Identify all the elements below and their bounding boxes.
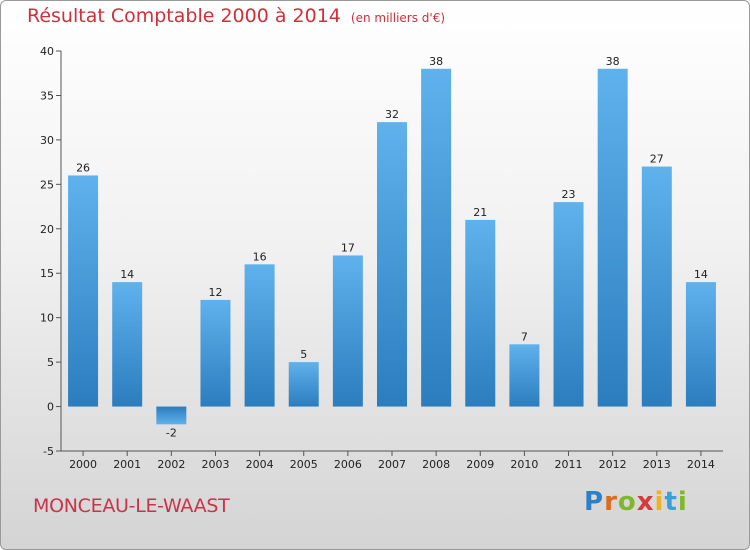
bar	[156, 406, 187, 425]
town-name: MONCEAU-LE-WAAST	[33, 495, 230, 517]
bar	[244, 264, 275, 407]
x-tick-label: 2011	[555, 458, 583, 471]
data-label: 5	[300, 348, 307, 361]
bar	[509, 344, 540, 407]
logo-letter: o	[617, 487, 637, 517]
data-label: 21	[473, 206, 487, 219]
y-tick-label: 5	[47, 356, 54, 369]
data-label: 27	[650, 153, 664, 166]
chart-bars: 26 14 -2 12 16 5 17 32 38 21 7 23 38 27 14	[68, 55, 716, 439]
bar	[641, 166, 672, 407]
y-tick-label: 15	[40, 267, 54, 280]
x-tick-label: 2010	[510, 458, 538, 471]
y-tick-label: -5	[43, 445, 54, 458]
y-tick-label: 40	[40, 45, 54, 58]
x-tick-label: 2013	[643, 458, 671, 471]
bar	[465, 219, 496, 407]
chart-title-unit: (en milliers d'€)	[350, 11, 446, 25]
bar	[68, 175, 99, 407]
data-label: 32	[385, 108, 399, 121]
data-label: 12	[208, 286, 222, 299]
logo-letter: P	[584, 487, 605, 517]
logo-letter: x	[636, 487, 655, 517]
chart-axes: -5 0 5 10 15 20 25 30 35 40 2000 2001 2002 2003 2004 20…	[40, 45, 723, 471]
bar	[597, 68, 628, 407]
x-tick-label: 2012	[599, 458, 627, 471]
data-label: 14	[694, 268, 708, 281]
x-tick-label: 2007	[378, 458, 406, 471]
logo-letter: i	[654, 487, 665, 517]
bar	[332, 255, 363, 407]
bar	[685, 282, 716, 407]
data-label: 38	[606, 55, 620, 68]
data-label: 26	[76, 161, 90, 174]
x-tick-label: 2009	[466, 458, 494, 471]
x-tick-label: 2002	[157, 458, 185, 471]
proxiti-logo[interactable]: Proxiti	[584, 487, 688, 517]
data-label: 7	[521, 330, 528, 343]
x-tick-label: 2006	[334, 458, 362, 471]
bar	[377, 122, 407, 407]
x-tick-label: 2001	[113, 458, 141, 471]
x-tick-label: 2014	[687, 458, 715, 471]
y-tick-label: 20	[40, 223, 54, 236]
x-tick-label: 2005	[290, 458, 318, 471]
data-label: 14	[120, 268, 134, 281]
logo-letter: r	[604, 487, 618, 517]
bar	[421, 68, 452, 407]
x-tick-label: 2000	[69, 458, 97, 471]
x-tick-label: 2003	[201, 458, 229, 471]
x-tick-label: 2008	[422, 458, 450, 471]
bar	[553, 202, 584, 407]
y-tick-label: 30	[40, 134, 54, 147]
bar	[112, 282, 143, 407]
data-label: -2	[166, 426, 177, 439]
y-tick-label: 35	[40, 89, 54, 102]
logo-letter: t	[664, 487, 678, 517]
y-tick-label: 25	[40, 178, 54, 191]
data-label: 16	[253, 250, 267, 263]
logo-letter: i	[677, 487, 688, 517]
bar	[200, 299, 231, 407]
y-tick-label: 0	[47, 401, 54, 414]
data-label: 17	[341, 241, 355, 254]
data-label: 23	[562, 188, 576, 201]
chart-title: Résultat Comptable 2000 à 2014 (en millie…	[27, 5, 445, 27]
bar	[288, 362, 319, 407]
chart-title-main: Résultat Comptable 2000 à 2014	[27, 5, 341, 27]
y-tick-label: 10	[40, 312, 54, 325]
x-tick-label: 2004	[246, 458, 274, 471]
data-label: 38	[429, 55, 443, 68]
